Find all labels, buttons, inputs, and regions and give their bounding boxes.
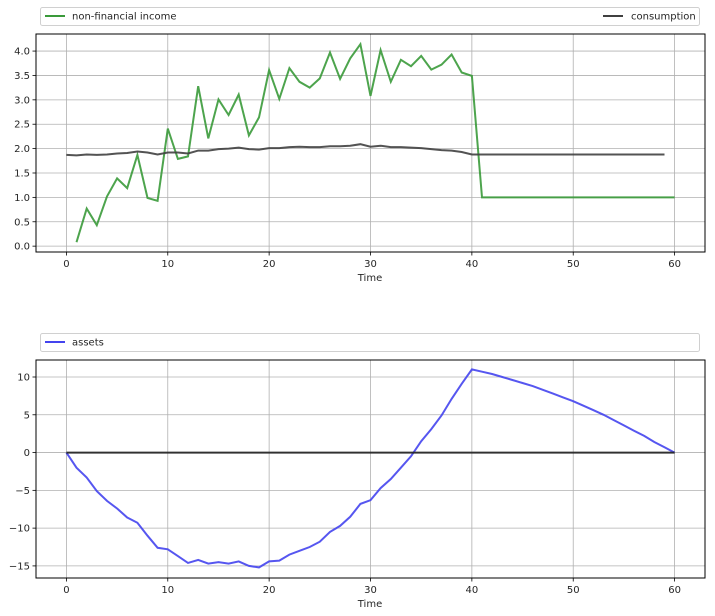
legend-label-income: non-financial income xyxy=(72,12,177,23)
x-tick-label: 10 xyxy=(161,585,174,596)
y-tick-label: 4.0 xyxy=(14,47,30,58)
y-tick-label: −5 xyxy=(15,486,30,497)
x-tick-label: 50 xyxy=(567,585,580,596)
axes-frame xyxy=(35,359,706,579)
x-tick-label: 30 xyxy=(364,259,377,270)
y-tick-label: 3.0 xyxy=(14,95,30,106)
x-tick-label: 20 xyxy=(263,585,276,596)
y-tick-label: 0.0 xyxy=(14,242,30,253)
series-line-non-financial-income xyxy=(75,41,675,243)
y-tick-label: −15 xyxy=(9,561,30,572)
series-line-assets xyxy=(65,368,676,569)
xlabel-bottom: Time xyxy=(357,599,382,610)
axes-top: 0 10 20 30 40 50 60 0.0 0.5 1.0 1.5 2.0 2.5 3.0 3.5 4.0 xyxy=(14,33,706,270)
y-tick-label: 3.5 xyxy=(14,71,30,82)
y-tick-label: 2.0 xyxy=(14,144,30,155)
x-tick-label: 0 xyxy=(63,585,69,596)
y-tick-label: 1.0 xyxy=(14,193,30,204)
x-tick-label: 20 xyxy=(263,259,276,270)
axes-frame xyxy=(35,33,706,253)
x-tick-label: 60 xyxy=(668,259,681,270)
legend-bottom: assets xyxy=(40,333,700,352)
legend-label-assets: assets xyxy=(72,338,104,349)
x-tick-label: 50 xyxy=(567,259,580,270)
y-tick-label: 5 xyxy=(24,410,30,421)
x-tick-label: 40 xyxy=(465,585,478,596)
y-tick-label: 0 xyxy=(24,448,30,459)
y-tick-label: 0.5 xyxy=(14,217,30,228)
y-tick-label: 10 xyxy=(17,373,30,384)
y-tick-label: 2.5 xyxy=(14,120,30,131)
x-tick-label: 0 xyxy=(63,259,69,270)
axes-bottom: 0 10 20 30 40 50 60 −15 −10 −5 0 5 10 xyxy=(9,359,706,596)
legend-label-consumption: consumption xyxy=(631,12,696,23)
legend-top: non-financial income consumption xyxy=(40,7,700,26)
series-line-consumption xyxy=(66,143,665,157)
y-tick-label: −10 xyxy=(9,524,30,535)
x-tick-label: 30 xyxy=(364,585,377,596)
y-tick-label: 1.5 xyxy=(14,168,30,179)
x-tick-label: 40 xyxy=(465,259,478,270)
xlabel-top: Time xyxy=(357,273,382,284)
x-tick-label: 10 xyxy=(161,259,174,270)
x-tick-label: 60 xyxy=(668,585,681,596)
